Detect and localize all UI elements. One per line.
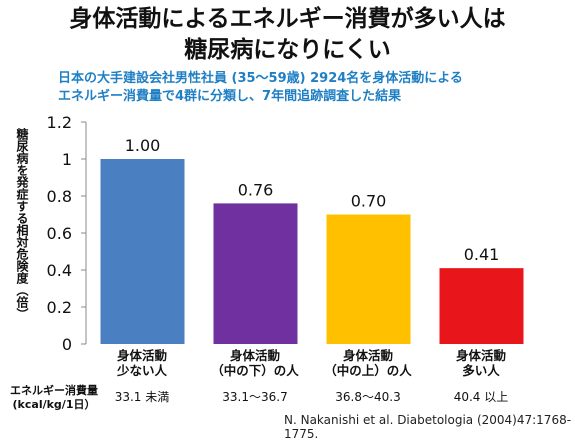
bar <box>100 159 185 344</box>
energy-label: エネルギー消費量 (kcal/kg/1日） <box>10 384 98 411</box>
page-title: 身体活動によるエネルギー消費が多い人は 糖尿病になりにくい <box>0 4 575 66</box>
bar <box>326 214 411 344</box>
energy-value-2: 36.8〜40.3 <box>335 390 401 404</box>
category-label-0: 身体活動 少ない人 <box>116 348 167 378</box>
y-tick-label: 0.2 <box>47 298 72 317</box>
category-label-3: 身体活動 多い人 <box>455 348 506 378</box>
y-tick-label: 1.2 <box>47 113 72 132</box>
y-tick-label: 0.6 <box>47 224 72 243</box>
subtitle-line-1: 日本の大手建設会社男性社員 (35〜59歳) 2924名を身体活動による <box>58 71 463 86</box>
bar <box>213 203 298 344</box>
data-label: 1.00 <box>125 136 161 155</box>
y-tick-label: 0.4 <box>47 261 72 280</box>
y-axis-label: 糖尿病を発症する相対危険度（倍） <box>15 128 29 320</box>
chart-subtitle: 日本の大手建設会社男性社員 (35〜59歳) 2924名を身体活動による エネル… <box>58 70 568 106</box>
subtitle-line-2: エネルギー消費量で4群に分類し、7年間追跡調査した結果 <box>58 89 402 104</box>
data-label: 0.76 <box>238 180 274 199</box>
bar-chart: 0 0.2 0.4 0.6 0.8 1 1.2 1.00 0.76 0.70 0.41 <box>47 113 524 354</box>
citation: N. Nakanishi et al. Diabetologia (2004)4… <box>284 413 572 441</box>
title-line-2: 糖尿病になりにくい <box>184 37 391 63</box>
y-tick-label: 1 <box>62 150 72 169</box>
category-label-1: 身体活動 （中の下）の人 <box>211 348 299 378</box>
data-label: 0.70 <box>351 192 387 211</box>
energy-value-1: 33.1〜36.7 <box>222 390 288 404</box>
y-tick-label: 0.8 <box>47 187 72 206</box>
title-line-1: 身体活動によるエネルギー消費が多い人は <box>69 6 506 32</box>
energy-value-0: 33.1 未満 <box>114 390 170 404</box>
energy-value-3: 40.4 以上 <box>453 390 509 404</box>
data-label: 0.41 <box>464 245 500 264</box>
category-label-2: 身体活動 （中の上）の人 <box>324 348 412 378</box>
bar <box>439 268 524 344</box>
y-tick-label: 0 <box>62 335 72 354</box>
